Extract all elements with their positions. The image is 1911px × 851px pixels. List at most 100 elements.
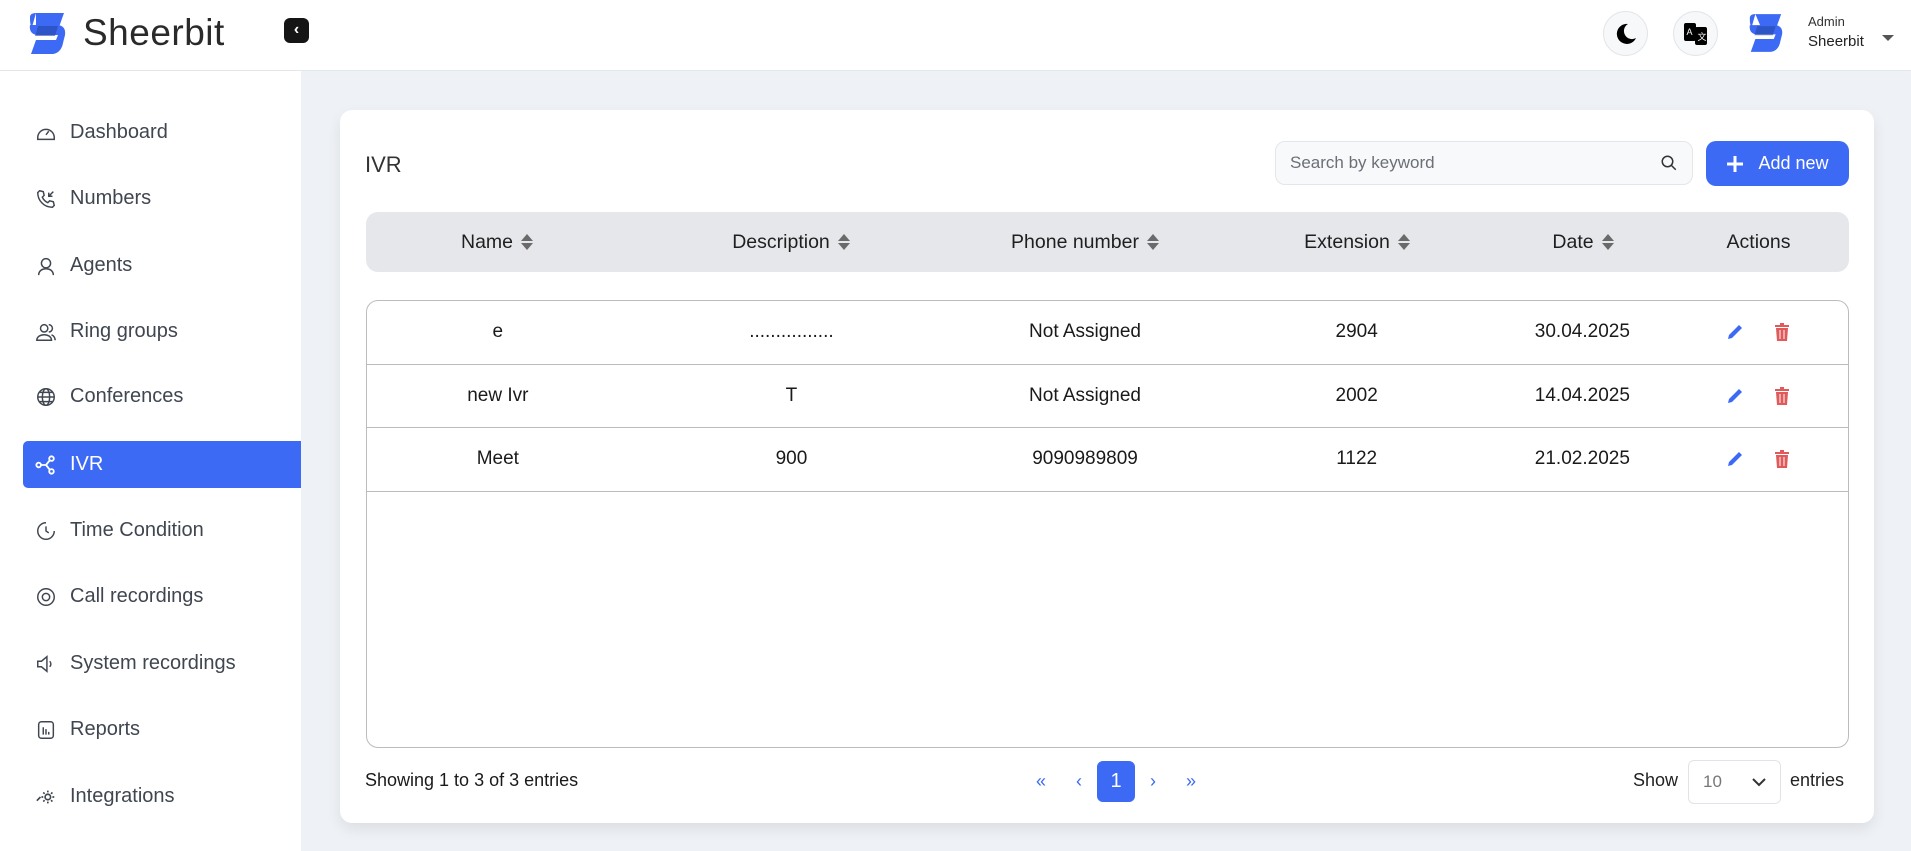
sort-icon[interactable] — [521, 234, 534, 250]
globe-icon — [37, 387, 55, 406]
record-icon — [37, 587, 55, 606]
sort-icon[interactable] — [1146, 234, 1159, 250]
page-size-value: 10 — [1703, 772, 1722, 791]
ivr-card: IVR Add new Name Description Phone numbe… — [340, 110, 1874, 823]
actions-cell — [1667, 365, 1848, 428]
table-body: e................ Not Assigned 2904 30.04.2… — [366, 300, 1849, 748]
sidebar-item-dashboard[interactable]: Dashboard — [23, 109, 301, 156]
delete-icon[interactable] — [1774, 450, 1790, 469]
description-cell: 900 — [775, 448, 808, 470]
delete-icon[interactable] — [1774, 323, 1790, 342]
table-row: Meet 900 9090989809 1122 21.02.2025 — [367, 428, 1848, 492]
sidebar-item-ivr[interactable]: IVR — [23, 441, 301, 488]
sidebar-item-label: System recordings — [70, 652, 236, 674]
extension-cell: 2002 — [1335, 384, 1378, 406]
show-label: Show — [1633, 770, 1679, 790]
moon-icon — [1616, 23, 1636, 44]
sidebar-item-label: Numbers — [70, 187, 152, 209]
delete-icon[interactable] — [1774, 386, 1790, 405]
column-header-phone-number[interactable]: Phone number — [954, 212, 1216, 272]
gear-icon — [36, 790, 55, 803]
first-page-button[interactable]: « — [1036, 771, 1047, 791]
prev-page-button[interactable]: ‹ — [1076, 771, 1082, 791]
sidebar-item-call-recordings[interactable]: Call recordings — [23, 573, 301, 620]
last-page-button[interactable]: » — [1186, 771, 1197, 791]
collapse-sidebar-button[interactable]: ‹ — [284, 18, 309, 43]
user-name[interactable]: Sheerbit — [1808, 33, 1864, 50]
phone-incoming-icon — [37, 189, 56, 208]
page-size-select[interactable]: 10 — [1688, 760, 1781, 804]
logo-icon[interactable] — [28, 13, 66, 54]
sidebar-item-time-condition[interactable]: Time Condition — [23, 507, 301, 554]
sort-icon[interactable] — [1397, 234, 1410, 250]
search-box[interactable] — [1275, 141, 1693, 185]
date-cell: 30.04.2025 — [1534, 321, 1630, 343]
date-cell: 14.04.2025 — [1534, 384, 1630, 406]
table-header: Name Description Phone number Extension … — [366, 212, 1849, 272]
name-cell: new Ivr — [467, 384, 529, 406]
phone-cell: Not Assigned — [1029, 384, 1141, 406]
actions-cell — [1667, 428, 1848, 491]
sort-icon[interactable] — [837, 234, 850, 250]
column-label: Phone number — [1011, 230, 1139, 253]
page-title: IVR — [365, 152, 402, 177]
add-new-label: Add new — [1758, 153, 1829, 173]
date-cell: 21.02.2025 — [1534, 448, 1630, 470]
table-row: new Ivr T Not Assigned 2002 14.04.2025 — [367, 365, 1848, 428]
users-icon — [36, 323, 56, 341]
page-1-button[interactable]: 1 — [1097, 761, 1135, 802]
phone-cell: 9090989809 — [1032, 448, 1138, 470]
edit-icon[interactable] — [1726, 387, 1744, 405]
column-label: Name — [460, 230, 514, 253]
chevron-left-icon: ‹ — [293, 21, 300, 38]
clock-icon — [37, 521, 55, 540]
sidebar: Dashboard Numbers Agents Ring groups Con… — [0, 71, 301, 851]
gauge-icon — [37, 128, 55, 140]
sidebar-item-reports[interactable]: Reports — [23, 706, 301, 753]
phone-cell: Not Assigned — [1029, 321, 1141, 343]
brand-name: Sheerbit — [83, 12, 225, 53]
sidebar-item-integrations[interactable]: Integrations — [23, 773, 301, 820]
sidebar-item-label: IVR — [70, 453, 104, 475]
description-cell: T — [785, 384, 798, 406]
search-input[interactable] — [1290, 153, 1660, 173]
sidebar-item-ring-groups[interactable]: Ring groups — [23, 308, 301, 355]
chevron-down-icon — [1752, 777, 1766, 786]
column-header-name[interactable]: Name — [366, 212, 628, 272]
sort-icon[interactable] — [1601, 234, 1614, 250]
edit-icon[interactable] — [1726, 323, 1744, 341]
column-header-date[interactable]: Date — [1498, 212, 1668, 272]
next-page-button[interactable]: › — [1150, 771, 1156, 791]
sidebar-item-system-recordings[interactable]: System recordings — [23, 640, 301, 687]
entries-info: Showing 1 to 3 of 3 entries — [365, 770, 579, 790]
column-label: Date — [1552, 230, 1594, 253]
actions-cell — [1667, 301, 1848, 364]
speaker-icon — [37, 654, 52, 673]
sidebar-item-label: Integrations — [70, 785, 175, 807]
svg-text:A: A — [1686, 27, 1692, 37]
add-new-button[interactable]: Add new — [1706, 141, 1849, 186]
sidebar-item-conferences[interactable]: Conferences — [23, 373, 301, 420]
column-header-actions: Actions — [1726, 230, 1791, 253]
table-row: e................ Not Assigned 2904 30.04.2… — [367, 301, 1848, 365]
column-header-description[interactable]: Description — [628, 212, 954, 272]
entries-label: entries — [1790, 770, 1845, 790]
sidebar-item-numbers[interactable]: Numbers — [23, 175, 301, 222]
extension-cell: 2904 — [1335, 321, 1378, 343]
sidebar-item-label: Ring groups — [70, 320, 178, 342]
sidebar-item-agents[interactable]: Agents — [23, 242, 301, 289]
search-icon[interactable] — [1660, 154, 1678, 172]
sidebar-item-label: Conferences — [70, 385, 184, 407]
avatar[interactable] — [1748, 13, 1783, 53]
dark-mode-toggle[interactable] — [1603, 11, 1648, 56]
sidebar-item-label: Time Condition — [70, 519, 204, 541]
headset-user-icon — [37, 257, 55, 275]
sidebar-item-label: Agents — [70, 254, 133, 276]
edit-icon[interactable] — [1726, 450, 1744, 468]
column-header-extension[interactable]: Extension — [1216, 212, 1498, 272]
user-role: Admin — [1808, 14, 1845, 29]
caret-down-icon[interactable] — [1882, 35, 1894, 41]
